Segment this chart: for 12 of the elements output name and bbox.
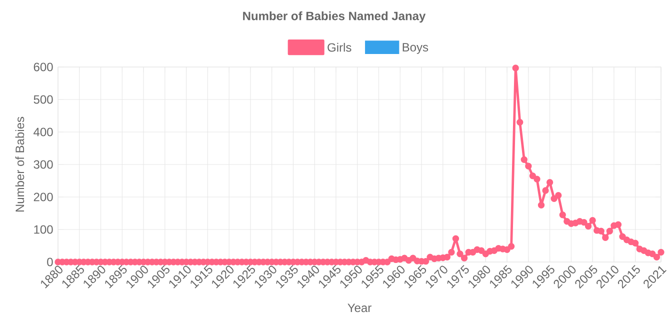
- x-axis-title: Year: [348, 304, 372, 312]
- y-tick-label: 300: [34, 160, 53, 169]
- y-tick-label: 500: [34, 95, 53, 104]
- y-tick-label: 0: [47, 258, 53, 266]
- y-tick-label: 400: [34, 128, 53, 136]
- legend-label: Boys: [402, 43, 428, 54]
- y-tick-label: 200: [34, 192, 53, 202]
- y-axis-title: Number of Babies: [15, 116, 24, 212]
- chart-title: Number of Babies Named Janay: [243, 11, 426, 23]
- y-tick-label: 600: [34, 62, 53, 72]
- y-tick-label: 100: [34, 225, 53, 234]
- legend-label: Girls: [328, 42, 352, 52]
